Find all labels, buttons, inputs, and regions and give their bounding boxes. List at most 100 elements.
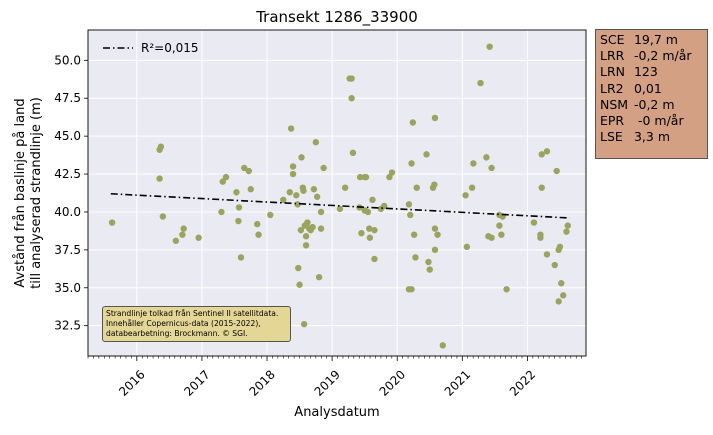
data-point bbox=[222, 173, 230, 181]
data-point bbox=[496, 222, 503, 229]
x-tick-label: 2019 bbox=[312, 367, 343, 398]
data-point bbox=[434, 231, 441, 238]
data-point bbox=[237, 254, 245, 261]
data-point bbox=[409, 119, 417, 126]
data-point bbox=[362, 173, 370, 181]
chart-title: Transekt 1286_33900 bbox=[255, 8, 418, 27]
y-axis-label-line2: till analyserad strandlinje (m) bbox=[29, 97, 44, 289]
grid bbox=[88, 30, 586, 356]
data-point bbox=[408, 286, 415, 293]
stat-value: -0,2 m bbox=[633, 96, 675, 112]
stat-row-epr: EPR -0 m/år bbox=[600, 113, 703, 129]
data-point bbox=[296, 281, 303, 288]
credit-line: Innehåller Copernicus-data (2015-2022), bbox=[106, 319, 261, 329]
data-point bbox=[468, 184, 476, 191]
plot-area bbox=[88, 30, 586, 356]
data-point bbox=[488, 234, 495, 241]
y-tick-label: 32.5 bbox=[54, 319, 81, 333]
stat-row-lse: LSE 3,3 m bbox=[600, 129, 703, 145]
data-point bbox=[560, 292, 567, 299]
data-point bbox=[245, 167, 252, 175]
x-axis-label: Analysdatum bbox=[294, 405, 379, 420]
y-tick-label: 42.5 bbox=[54, 167, 81, 181]
credit-box: Strandlinje tolkad från Sentinel II sate… bbox=[102, 306, 291, 342]
stat-row-lrn: LRN 123 bbox=[600, 64, 703, 80]
data-point bbox=[371, 226, 378, 234]
stat-key: EPR bbox=[600, 113, 625, 129]
data-point bbox=[556, 243, 564, 251]
stat-key: SCE bbox=[600, 32, 625, 47]
data-point bbox=[312, 139, 320, 146]
x-tick-label: 2016 bbox=[116, 367, 147, 398]
credit-line: databearbetning: Brockmann. © SGI. bbox=[106, 329, 248, 339]
data-point bbox=[195, 234, 202, 241]
data-point bbox=[235, 204, 243, 211]
data-point bbox=[317, 208, 325, 216]
data-point bbox=[341, 184, 349, 191]
stat-value: 3,3 m bbox=[633, 129, 671, 145]
x-tick-label: 2021 bbox=[442, 367, 473, 398]
data-point bbox=[157, 143, 165, 150]
data-point bbox=[293, 192, 300, 199]
stat-value: -0 m/år bbox=[633, 113, 684, 129]
stat-value: 0,01 bbox=[633, 80, 662, 96]
data-point bbox=[317, 225, 325, 232]
data-point bbox=[366, 225, 373, 232]
data-point bbox=[530, 219, 538, 226]
stat-row-nsm: NSM -0,2 m bbox=[600, 97, 703, 113]
legend: R²=0,015 bbox=[103, 41, 199, 55]
data-point bbox=[300, 320, 308, 328]
data-point bbox=[302, 242, 310, 249]
data-point bbox=[407, 211, 414, 219]
data-point bbox=[553, 167, 560, 175]
data-point bbox=[336, 205, 344, 213]
data-point bbox=[108, 219, 116, 226]
data-point bbox=[538, 151, 545, 158]
data-point bbox=[172, 237, 180, 244]
data-point bbox=[538, 184, 545, 191]
data-point bbox=[371, 255, 378, 263]
stat-value: 19,7 m bbox=[633, 32, 678, 47]
trend-line bbox=[110, 192, 570, 219]
data-point bbox=[470, 160, 477, 167]
data-point bbox=[431, 181, 438, 188]
data-point bbox=[543, 148, 551, 155]
data-point bbox=[320, 164, 327, 172]
data-point bbox=[241, 164, 248, 172]
data-point bbox=[300, 187, 307, 194]
data-point bbox=[315, 273, 323, 281]
statistics-box: SCE 19,7 m LRR -0,2 m/år LRN 123 LR2 0,0… bbox=[595, 29, 708, 159]
data-point bbox=[558, 280, 565, 287]
data-point bbox=[179, 231, 186, 238]
data-point bbox=[218, 208, 225, 216]
data-point bbox=[304, 219, 311, 226]
data-point bbox=[286, 189, 294, 196]
data-point bbox=[289, 163, 297, 170]
legend-trend-label: R²=0,015 bbox=[141, 41, 199, 55]
data-point bbox=[233, 189, 240, 196]
stat-value: -0,2 m/år bbox=[633, 48, 692, 64]
data-point bbox=[287, 125, 295, 132]
data-point bbox=[295, 264, 302, 272]
y-axis-label-line1: Avstånd från baslinje på land bbox=[13, 98, 28, 287]
data-point bbox=[551, 261, 558, 269]
y-tick-label: 50.0 bbox=[54, 53, 81, 67]
stat-row-lrr: LRR -0,2 m/år bbox=[600, 48, 703, 64]
data-point bbox=[280, 196, 287, 204]
stat-key: LRR bbox=[600, 48, 625, 64]
data-point bbox=[555, 298, 562, 305]
data-point bbox=[298, 154, 305, 161]
data-point bbox=[349, 149, 357, 157]
data-point bbox=[255, 231, 262, 238]
data-point bbox=[180, 225, 187, 232]
data-point bbox=[463, 243, 471, 251]
data-point bbox=[159, 213, 167, 220]
data-point bbox=[425, 258, 432, 266]
stat-key: NSM bbox=[600, 96, 629, 112]
data-point bbox=[254, 220, 261, 228]
data-point bbox=[313, 193, 321, 200]
stat-row-lr2: LR2 0,01 bbox=[600, 81, 703, 97]
y-tick-label: 35.0 bbox=[54, 281, 81, 295]
data-point bbox=[563, 228, 570, 235]
